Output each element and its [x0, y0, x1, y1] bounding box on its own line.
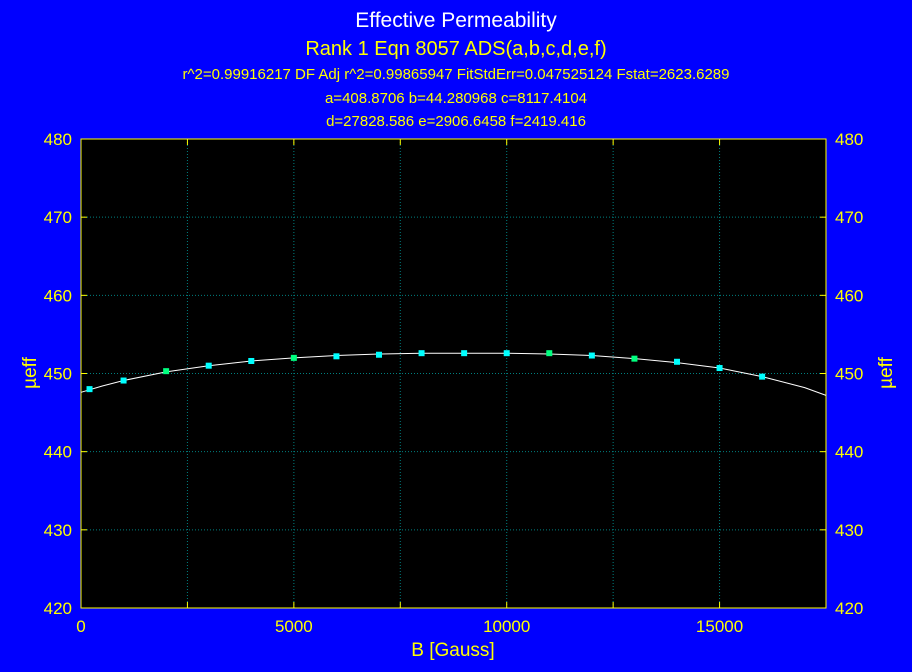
data-point [120, 377, 127, 384]
data-point [546, 350, 553, 357]
chart-subtitle: Rank 1 Eqn 8057 ADS(a,b,c,d,e,f) [305, 38, 607, 60]
y-tick-label-right: 420 [835, 599, 863, 618]
data-point [461, 350, 468, 357]
data-point [716, 365, 723, 372]
y-tick-label-right: 440 [835, 443, 863, 462]
data-point [759, 373, 766, 380]
fit-statistics: r^2=0.99916217 DF Adj r^2=0.99865947 Fit… [182, 66, 730, 83]
tick-labels: 420 420 430 430 440 440 450 450 460 460 470 470 480 4… [44, 130, 864, 636]
gridlines [81, 139, 826, 608]
fit-parameters-abc: a=408.8706 b=44.280968 c=8117.4104 [324, 90, 588, 107]
y-tick-label: 430 [44, 521, 72, 540]
data-point [376, 351, 382, 358]
data-point [86, 386, 93, 393]
data-point [248, 357, 255, 364]
x-tick-label: 15000 [696, 617, 743, 636]
x-tick-label: 5000 [275, 617, 313, 636]
y-tick-label-right: 430 [835, 521, 863, 540]
data-points [86, 350, 766, 393]
data-point [290, 354, 297, 361]
data-point [588, 352, 595, 359]
y-tick-label: 450 [44, 365, 72, 384]
y-tick-label: 460 [44, 286, 72, 305]
x-tick-label: 10000 [483, 617, 530, 636]
y-tick-label-right: 460 [835, 286, 863, 305]
y-tick-label-right: 470 [835, 208, 863, 227]
y-tick-label: 420 [44, 599, 72, 618]
y-tick-label-right: 450 [835, 365, 863, 384]
y-tick-label: 470 [44, 208, 72, 227]
y-axis-label-left: µeff [20, 356, 41, 388]
x-tick-label: 0 [76, 617, 85, 636]
axis-ticks [81, 139, 826, 608]
chart-title: Effective Permeability [355, 9, 557, 32]
y-tick-label: 440 [44, 443, 72, 462]
data-point [503, 350, 510, 357]
data-point [163, 368, 170, 375]
data-point [631, 355, 638, 362]
data-point [418, 350, 425, 357]
fit-curve [80, 352, 827, 396]
data-point [674, 358, 680, 365]
data-point [333, 353, 340, 360]
y-axis-label-right: µeff [876, 356, 897, 388]
y-tick-label: 480 [44, 130, 72, 149]
fit-parameters-def: d=27828.586 e=2906.6458 f=2419.416 [326, 113, 586, 130]
y-tick-label-right: 480 [835, 130, 863, 149]
x-axis-label: B [Gauss] [411, 640, 494, 661]
data-point [205, 362, 212, 369]
